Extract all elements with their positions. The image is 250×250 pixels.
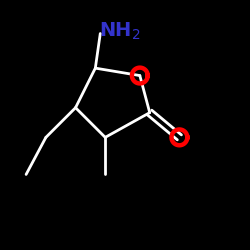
Text: NH$_2$: NH$_2$: [99, 20, 141, 42]
